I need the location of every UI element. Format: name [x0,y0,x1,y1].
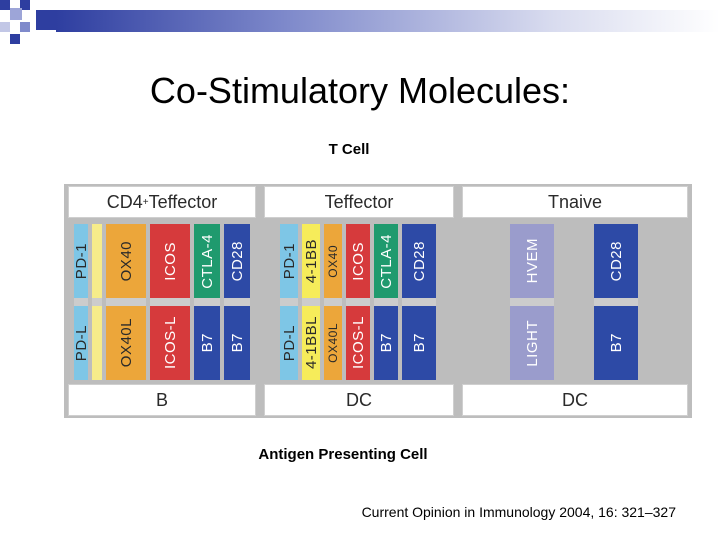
panel-footer: B [68,384,256,416]
panel-footer: DC [264,384,454,416]
ligand-label: 4-1BBL [302,316,320,370]
header-gradient-bar [56,10,720,32]
molecule-columns: PD-1 PD-L 4-1BB 4-1BBL OX40 OX40L ICOS I… [280,224,436,380]
t-cell-molecule: OX40 [324,224,342,298]
molecule-label: 4-1BB [302,238,320,284]
molecule-column: OX40 OX40L [324,224,342,380]
apc-ligand: ICOS-L [346,306,370,380]
t-cell-molecule: ICOS [346,224,370,298]
ligand-label: B7 [198,333,216,353]
apc-ligand: OX40L [324,306,342,380]
header-superscript: + [142,196,149,208]
apc-ligand: LIGHT [510,306,554,380]
citation: Current Opinion in Immunology 2004, 16: … [361,504,676,520]
molecule-columns: PD-1 PD-L OX40 OX40L ICOS ICOS-L CTLA-4 … [72,224,250,380]
molecule-label: PD-1 [280,242,298,280]
panel-header: CD4 + Teffector [68,186,256,218]
molecule-label: ICOS [349,241,367,281]
panel-footer: DC [462,384,688,416]
costimulatory-figure: CD4 + Teffector PD-1 PD-L OX40 OX40L ICOS… [64,184,692,418]
molecule-column [92,224,102,380]
t-cell-molecule: OX40 [106,224,146,298]
apc-ligand: 4-1BBL [302,306,320,380]
molecule-columns: HVEM LIGHT CD28 B7 [510,224,638,380]
molecule-column: CTLA-4 B7 [194,224,220,380]
t-cell-molecule: CD28 [402,224,436,298]
molecule-label: OX40 [117,240,135,282]
apc-ligand: B7 [194,306,220,380]
decor-square [0,0,10,10]
apc-ligand: PD-L [280,306,298,380]
molecule-column: CD28 B7 [224,224,250,380]
apc-ligand: PD-L [72,306,90,380]
molecule-column: 4-1BB 4-1BBL [302,224,320,380]
molecule-column: CD28 B7 [594,224,638,380]
molecule-label: ICOS [161,241,179,281]
ligand-label: OX40L [117,318,135,368]
ligand-label: ICOS-L [161,316,179,370]
decor-square [10,34,20,44]
slide-title: Co-Stimulatory Molecules: [149,70,571,111]
molecule-label: HVEM [523,238,541,284]
molecule-label: CD28 [607,240,625,282]
ligand-label: B7 [410,333,428,353]
ligand-label: ICOS-L [349,316,367,370]
decor-square [0,22,10,32]
molecule-label: PD-1 [72,242,90,280]
molecule-column: CD28 B7 [402,224,436,380]
molecule-column: ICOS ICOS-L [150,224,190,380]
t-cell-molecule: CD28 [224,224,250,298]
header-decoration [0,0,720,50]
header-main: Teffector [324,191,394,212]
molecule-label: OX40 [326,244,340,278]
apc-ligand: B7 [224,306,250,380]
t-cell-molecule: ICOS [150,224,190,298]
molecule-label: CTLA-4 [377,233,395,289]
ligand-label: PD-L [72,324,90,362]
header-main: CD4 [106,191,143,212]
decor-square [36,10,56,30]
t-cell-molecule: CTLA-4 [374,224,398,298]
molecule-column: CTLA-4 B7 [374,224,398,380]
ligand-label: B7 [228,333,246,353]
ligand-label: B7 [377,333,395,353]
t-cell-molecule: HVEM [510,224,554,298]
molecule-column: PD-1 PD-L [72,224,90,380]
apc-ligand: B7 [374,306,398,380]
molecule-label: CD28 [228,240,246,282]
apc-ligand: OX40L [106,306,146,380]
molecule-column: HVEM LIGHT [510,224,554,380]
t-cell-molecule [92,224,102,298]
t-cell-molecule: CTLA-4 [194,224,220,298]
apc-ligand [92,306,102,380]
header-rest: Teffector [148,191,218,212]
t-cell-molecule: 4-1BB [302,224,320,298]
apc-label: Antigen Presenting Cell [258,446,428,463]
molecule-column: PD-1 PD-L [280,224,298,380]
decor-square [20,22,30,32]
apc-ligand: ICOS-L [150,306,190,380]
molecule-column: ICOS ICOS-L [346,224,370,380]
decor-square [10,8,22,20]
ligand-label: OX40L [326,323,340,363]
t-cell-label: T Cell [328,141,370,158]
t-cell-molecule: PD-1 [72,224,90,298]
ligand-label: LIGHT [523,319,541,367]
ligand-label: B7 [607,333,625,353]
ligand-label: PD-L [280,324,298,362]
t-cell-molecule: CD28 [594,224,638,298]
panel-header: Tnaive [462,186,688,218]
header-main: Tnaive [547,191,603,212]
decor-square [20,0,30,10]
t-cell-molecule: PD-1 [280,224,298,298]
panel-header: Teffector [264,186,454,218]
apc-ligand: B7 [594,306,638,380]
molecule-label: CTLA-4 [198,233,216,289]
molecule-column: OX40 OX40L [106,224,146,380]
apc-ligand: B7 [402,306,436,380]
molecule-label: CD28 [410,240,428,282]
